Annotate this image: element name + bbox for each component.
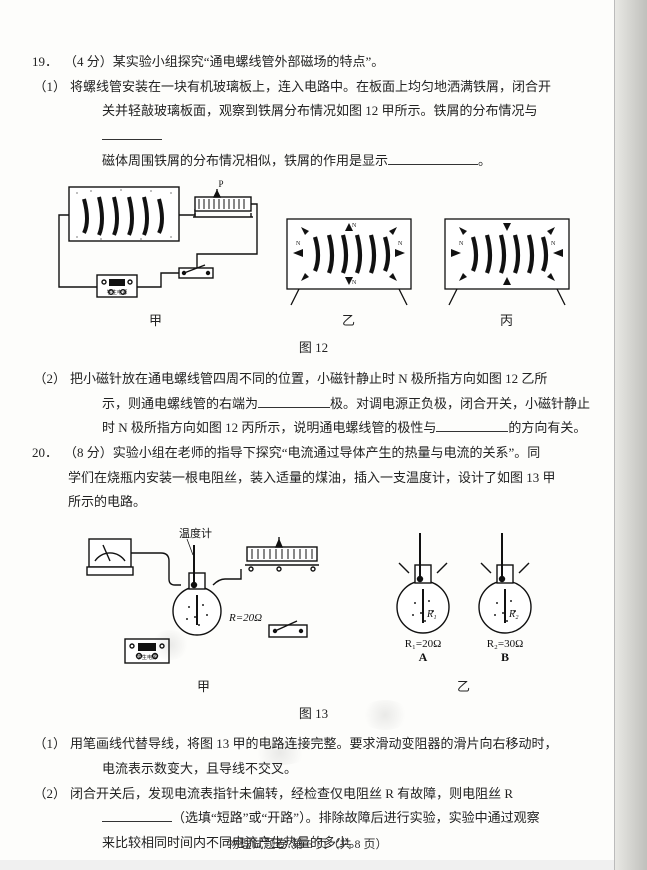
blank-4 bbox=[436, 418, 508, 432]
q19-p2-e: 的方向有关。 bbox=[508, 420, 586, 435]
svg-text:R=20Ω: R=20Ω bbox=[228, 612, 262, 624]
fig12-caption: 图 12 bbox=[32, 336, 595, 361]
q19-p1-sub: （1） bbox=[32, 75, 70, 100]
blank-1 bbox=[102, 126, 162, 140]
fig12-bing: NN 丙 bbox=[437, 213, 577, 334]
q20-p2-a: 闭合开关后，发现电流表指针未偏转，经检查仅电阻丝 R 有故障，则电阻丝 R bbox=[70, 782, 595, 807]
q20-stem-l3: 所示的电路。 bbox=[32, 490, 595, 515]
fig13-yi-svg: R₁ R₂ bbox=[379, 525, 549, 675]
q19-p1-c: 磁体周围铁屑的分布情况相似，铁屑的作用是显示 bbox=[102, 153, 388, 168]
svg-text:学生电源: 学生电源 bbox=[136, 653, 158, 661]
q19-number: 19． bbox=[32, 50, 64, 75]
svg-text:R₁=20Ω: R₁=20Ω bbox=[404, 638, 441, 650]
fig12-yi-svg: N N N N bbox=[279, 213, 419, 309]
fig12-bing-label: 丙 bbox=[437, 309, 577, 334]
svg-text:N: N bbox=[398, 241, 403, 247]
page-edge-shadow bbox=[614, 0, 647, 870]
figure-13-row: 温度计 R=20Ω bbox=[32, 525, 595, 700]
q19-stem: 19． （4 分）某实验小组探究“通电螺线管外部磁场的特点”。 bbox=[32, 50, 595, 75]
blank-2 bbox=[388, 151, 478, 165]
fig13-yi-label: 乙 bbox=[379, 675, 549, 700]
q19-p1-d: 。 bbox=[478, 153, 491, 168]
q19-stem-main: 某实验小组探究“通电螺线管外部磁场的特点”。 bbox=[113, 54, 385, 69]
svg-text:R₂: R₂ bbox=[508, 609, 519, 620]
q20-p1-sub: （1） bbox=[32, 732, 70, 757]
fig12-yi-label: 乙 bbox=[279, 309, 419, 334]
q20-stem-l2: 学们在烧瓶内安装一根电阻丝，装入适量的煤油，插入一支温度计，设计了如图 13 甲 bbox=[32, 466, 595, 491]
fig12-yi: N N N N 乙 bbox=[279, 213, 419, 334]
fig12-bing-svg: NN bbox=[437, 213, 577, 309]
q19-stem-text: （4 分）某实验小组探究“通电螺线管外部磁场的特点”。 bbox=[64, 50, 595, 75]
q19-p2-a: 把小磁针放在通电螺线管四周不同的位置，小磁针静止时 N 极所指方向如图 12 乙… bbox=[70, 367, 595, 392]
fig12-jia: P 学生电源 甲 bbox=[51, 179, 261, 334]
q20-p1-l1: （1） 用笔画线代替导线，将图 13 甲的电路连接完整。要求滑动变阻器的滑片向右… bbox=[32, 732, 595, 757]
q19-p1-b: 关并轻敲玻璃板面，观察到铁屑分布情况如图 12 甲所示。铁屑的分布情况与 bbox=[102, 103, 538, 118]
q19-p2-l2: 示，则通电螺线管的右端为 极。对调电源正负极，闭合开关，小磁针静止 bbox=[32, 392, 595, 417]
q19-p2-sub: （2） bbox=[32, 367, 70, 392]
q20-p2-l2: （选填“短路”或“开路”）。排除故障后进行实验，实验中通过观察 bbox=[32, 806, 595, 831]
fig13-jia-svg: 温度计 R=20Ω bbox=[79, 525, 329, 675]
q19-p2-l3: 时 N 极所指方向如图 12 丙所示，说明通电螺线管的极性与 的方向有关。 bbox=[32, 416, 595, 441]
svg-text:学生电源: 学生电源 bbox=[106, 288, 128, 296]
q19-p2-d: 时 N 极所指方向如图 12 丙所示，说明通电螺线管的极性与 bbox=[102, 420, 436, 435]
svg-text:N: N bbox=[352, 280, 357, 286]
q20-p1-l2: 电流表示数变大，且导线不交叉。 bbox=[32, 757, 595, 782]
fig13-jia-label: 甲 bbox=[79, 675, 329, 700]
q20-number: 20． bbox=[32, 441, 64, 466]
q20-p2-l1: （2） 闭合开关后，发现电流表指针未偏转，经检查仅电阻丝 R 有故障，则电阻丝 … bbox=[32, 782, 595, 807]
q20-p2-b: （选填“短路”或“开路”）。排除故障后进行实验，实验中通过观察 bbox=[172, 810, 540, 825]
q19-p2-l1: （2） 把小磁针放在通电螺线管四周不同的位置，小磁针静止时 N 极所指方向如图 … bbox=[32, 367, 595, 392]
q20-stem-a: 实验小组在老师的指导下探究“电流通过导体产生的热量与电流的关系”。同 bbox=[113, 445, 541, 460]
fig13-jia: 温度计 R=20Ω bbox=[79, 525, 329, 700]
svg-text:N: N bbox=[459, 241, 464, 247]
q19-p1-l1: （1） 将螺线管安装在一块有机玻璃板上，连入电路中。在板面上均匀地洒满铁屑，闭合… bbox=[32, 75, 595, 100]
q19-p1-a: 将螺线管安装在一块有机玻璃板上，连入电路中。在板面上均匀地洒满铁屑，闭合开 bbox=[70, 75, 595, 100]
q19-points: （4 分） bbox=[64, 54, 113, 69]
svg-text:R₂=30Ω: R₂=30Ω bbox=[486, 638, 523, 650]
q19-p2-c: 极。对调电源正负极，闭合开关，小磁针静止 bbox=[330, 396, 590, 411]
q20-stem-text: （8 分）实验小组在老师的指导下探究“电流通过导体产生的热量与电流的关系”。同 bbox=[64, 441, 595, 466]
fig13-caption: 图 13 bbox=[32, 702, 595, 727]
svg-text:P: P bbox=[218, 179, 223, 189]
svg-text:R₁: R₁ bbox=[426, 609, 437, 620]
blank-5 bbox=[102, 808, 172, 822]
svg-text:N: N bbox=[352, 223, 357, 229]
fig12-jia-svg: P 学生电源 bbox=[51, 179, 261, 309]
figure-12-row: P 学生电源 甲 bbox=[32, 179, 595, 334]
q20-p1-a: 用笔画线代替导线，将图 13 甲的电路连接完整。要求滑动变阻器的滑片向右移动时， bbox=[70, 732, 595, 757]
q20-p2-sub: （2） bbox=[32, 782, 70, 807]
svg-text:温度计: 温度计 bbox=[179, 526, 212, 540]
blank-3 bbox=[258, 394, 330, 408]
q19-p1-l3: 磁体周围铁屑的分布情况相似，铁屑的作用是显示 。 bbox=[32, 149, 595, 174]
q19-p2-b: 示，则通电螺线管的右端为 bbox=[102, 396, 258, 411]
q19-p1-l2: 关并轻敲玻璃板面，观察到铁屑分布情况如图 12 甲所示。铁屑的分布情况与 bbox=[32, 99, 595, 148]
svg-text:A: A bbox=[418, 650, 427, 664]
svg-text:B: B bbox=[500, 650, 508, 664]
fig13-yi: R₁ R₂ bbox=[379, 525, 549, 700]
svg-text:N: N bbox=[296, 241, 301, 247]
q20-points: （8 分） bbox=[64, 445, 113, 460]
q20-stem-l1: 20． （8 分）实验小组在老师的指导下探究“电流通过导体产生的热量与电流的关系… bbox=[32, 441, 595, 466]
page-footer: 物理试题卷·第 6 页（共 8 页） bbox=[0, 833, 615, 856]
svg-text:N: N bbox=[551, 241, 556, 247]
exam-page: 19． （4 分）某实验小组探究“通电螺线管外部磁场的特点”。 （1） 将螺线管… bbox=[0, 0, 615, 860]
fig12-jia-label: 甲 bbox=[51, 309, 261, 334]
